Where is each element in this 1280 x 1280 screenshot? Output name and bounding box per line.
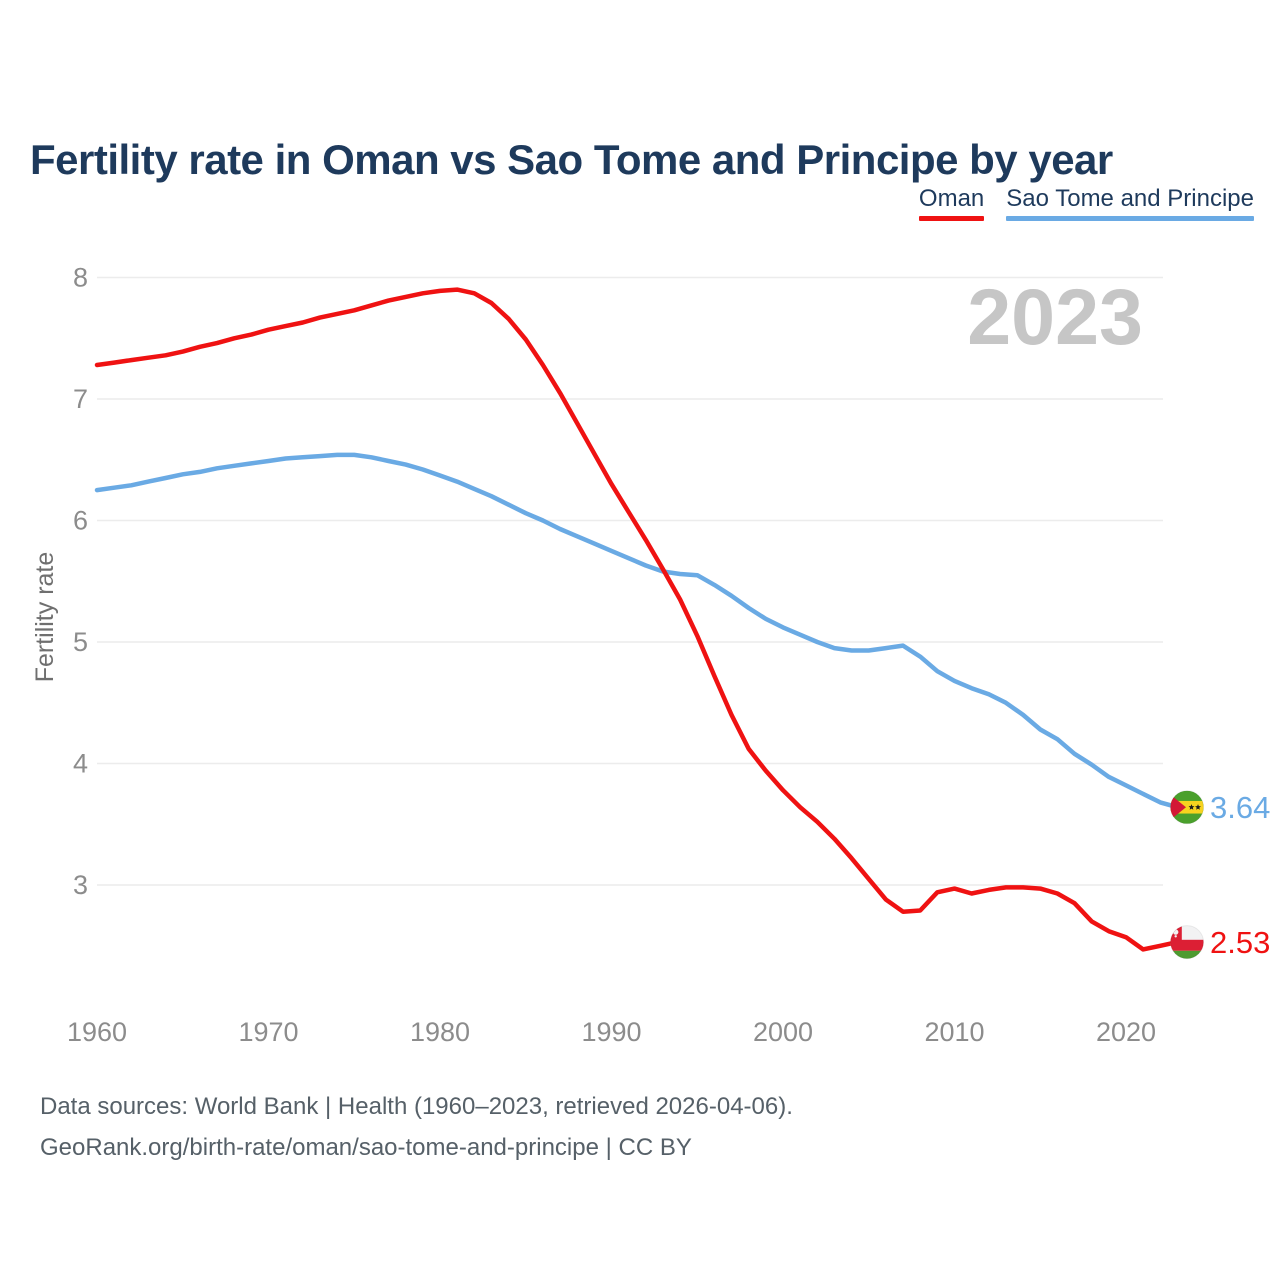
watermark-year: 2023 bbox=[967, 272, 1143, 361]
y-tick-label-8: 8 bbox=[73, 263, 88, 293]
footer-sources-line: Data sources: World Bank | Health (1960–… bbox=[40, 1093, 793, 1120]
x-tick-label-1990: 1990 bbox=[581, 1017, 641, 1047]
x-tick-label-2020: 2020 bbox=[1096, 1017, 1156, 1047]
page-title: Fertility rate in Oman vs Sao Tome and P… bbox=[30, 136, 1113, 184]
y-tick-label-4: 4 bbox=[73, 749, 88, 779]
footer-attribution-line: GeoRank.org/birth-rate/oman/sao-tome-and… bbox=[40, 1134, 692, 1161]
legend-item-oman[interactable]: Oman bbox=[918, 185, 985, 222]
y-tick-label-7: 7 bbox=[73, 384, 88, 414]
x-tick-label-1960: 1960 bbox=[67, 1017, 127, 1047]
oman-flag-icon bbox=[1170, 925, 1204, 959]
x-tick-label-1980: 1980 bbox=[410, 1017, 470, 1047]
legend: Oman Sao Tome and Principe bbox=[918, 185, 1254, 222]
legend-label-sao-tome-and-principe: Sao Tome and Principe bbox=[1006, 185, 1254, 212]
oman-flag-ring bbox=[1170, 925, 1204, 960]
y-tick-label-6: 6 bbox=[73, 506, 88, 536]
oman-line bbox=[94, 287, 1180, 952]
x-tick-label-1970: 1970 bbox=[238, 1017, 298, 1047]
x-tick-label-2000: 2000 bbox=[753, 1017, 813, 1047]
legend-color-bar-sao-tome-and-principe bbox=[1006, 216, 1254, 222]
legend-color-bar-oman bbox=[918, 216, 985, 222]
sao-tome-and-principe-end-value-label: 3.64 bbox=[1210, 790, 1270, 825]
sao-tome-and-principe-flag-icon bbox=[1170, 790, 1204, 824]
x-tick-label-2010: 2010 bbox=[924, 1017, 984, 1047]
sao-tome-and-principe-line bbox=[94, 452, 1180, 810]
legend-item-sao-tome-and-principe[interactable]: Sao Tome and Principe bbox=[1006, 185, 1254, 222]
data-sources-footer: Data sources: World Bank | Health (1960–… bbox=[40, 1086, 1240, 1168]
oman-end-value-label: 2.53 bbox=[1210, 925, 1270, 960]
legend-label-oman: Oman bbox=[918, 185, 985, 212]
y-tick-label-3: 3 bbox=[73, 870, 88, 900]
y-tick-label-5: 5 bbox=[73, 627, 88, 657]
sao-tome-and-principe-flag-ring bbox=[1170, 790, 1204, 825]
